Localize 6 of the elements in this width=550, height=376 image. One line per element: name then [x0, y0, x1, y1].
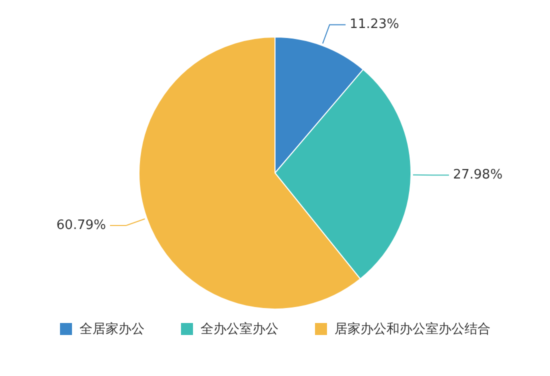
legend-label: 全居家办公 [80, 321, 144, 338]
data-label: 60.79% [56, 218, 106, 234]
legend-label: 全办公室办公 [200, 321, 278, 338]
data-label: 11.23% [350, 17, 400, 32]
legend-label: 居家办公和办公室办公结合 [334, 321, 490, 338]
data-label: 27.98% [452, 168, 503, 183]
